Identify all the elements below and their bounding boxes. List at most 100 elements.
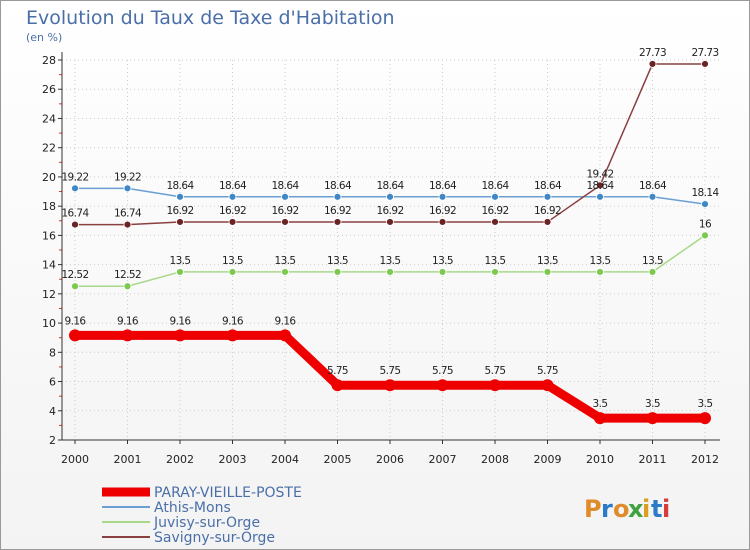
data-label: 16 <box>699 218 712 230</box>
data-point <box>541 379 554 392</box>
data-label: 16.74 <box>61 208 89 220</box>
x-tick-label: 2003 <box>219 453 247 466</box>
data-point <box>228 268 237 276</box>
legend-label: Juvisy-sur-Orge <box>153 515 260 531</box>
data-point <box>543 268 552 276</box>
data-point <box>333 268 342 276</box>
logo-letter: x <box>628 495 644 523</box>
data-point <box>386 268 394 276</box>
y-tick-label: 8 <box>49 346 56 359</box>
data-point <box>228 218 237 226</box>
data-point <box>543 192 552 201</box>
data-point <box>71 282 79 291</box>
data-point <box>701 60 709 68</box>
logo-letter: r <box>601 495 613 523</box>
data-label: 12.52 <box>114 269 141 281</box>
data-label: 9.16 <box>65 315 87 327</box>
data-point <box>333 218 342 226</box>
data-label: 13.5 <box>275 255 296 267</box>
data-point <box>594 412 606 425</box>
data-point <box>646 412 659 425</box>
data-point <box>596 268 604 276</box>
data-label: 13.5 <box>642 255 663 267</box>
data-label: 18.64 <box>586 180 614 192</box>
y-tick-label: 24 <box>42 112 56 125</box>
x-tick-label: 2008 <box>481 453 509 466</box>
data-point <box>69 329 81 342</box>
data-label: 13.5 <box>170 255 191 267</box>
data-point <box>71 220 79 229</box>
logo-letter: P <box>584 495 602 523</box>
data-label: 18.64 <box>166 180 194 192</box>
data-label: 27.73 <box>639 47 666 59</box>
data-point <box>438 268 447 276</box>
data-point <box>123 184 132 193</box>
data-point <box>701 200 709 209</box>
data-label: 5.75 <box>432 365 453 377</box>
data-point <box>176 192 184 201</box>
data-point <box>281 192 289 201</box>
y-tick-label: 14 <box>42 259 56 272</box>
data-point <box>438 192 447 201</box>
data-label: 13.5 <box>432 255 453 267</box>
data-label: 16.92 <box>376 205 403 217</box>
data-label: 18.64 <box>534 180 562 192</box>
data-point <box>123 282 132 291</box>
data-point <box>489 379 501 392</box>
data-label: 16.92 <box>271 205 298 217</box>
data-point <box>543 218 552 226</box>
data-point <box>491 218 499 226</box>
data-label: 16.92 <box>219 205 246 217</box>
data-label: 13.5 <box>590 255 611 267</box>
x-tick-label: 2001 <box>114 453 142 466</box>
y-tick-label: 18 <box>42 200 56 213</box>
data-point <box>226 329 239 342</box>
data-labels: 19.22 19.22 18.64 18.64 18.64 18.64 18.64 18.64… <box>61 47 720 410</box>
data-point <box>174 329 186 342</box>
y-tick-label: 28 <box>42 54 56 67</box>
x-tick-label: 2009 <box>534 453 562 466</box>
data-label: 9.16 <box>275 315 297 327</box>
data-label: 16.92 <box>324 205 351 217</box>
data-label: 16.92 <box>481 205 508 217</box>
data-point <box>699 412 711 425</box>
data-point <box>648 192 657 201</box>
y-tick-label: 20 <box>42 171 56 184</box>
data-label: 16.92 <box>166 205 193 217</box>
x-tick-label: 2005 <box>324 453 352 466</box>
data-point <box>71 184 79 193</box>
data-label: 13.5 <box>222 255 243 267</box>
data-label: 13.5 <box>327 255 348 267</box>
y-tick-label: 6 <box>49 376 56 389</box>
data-point <box>436 379 449 392</box>
logo-letter: i <box>642 495 650 523</box>
data-point <box>596 181 604 190</box>
logo-letter: t <box>651 495 662 523</box>
data-label: 5.75 <box>485 365 506 377</box>
y-tick-label: 26 <box>42 83 56 96</box>
data-point <box>123 220 132 229</box>
data-label: 18.64 <box>429 180 457 192</box>
data-point <box>386 218 394 226</box>
data-point <box>281 218 289 226</box>
data-label: 9.16 <box>170 315 192 327</box>
y-tick-label: 2 <box>49 434 56 447</box>
data-point <box>333 192 342 201</box>
x-tick-label: 2002 <box>166 453 194 466</box>
data-label: 16.74 <box>114 208 142 220</box>
x-tick-label: 2004 <box>271 453 299 466</box>
data-label: 18.14 <box>691 187 719 199</box>
y-tick-label: 4 <box>49 405 56 418</box>
data-label: 16.92 <box>534 205 561 217</box>
logo-letter: i <box>662 495 670 523</box>
data-label: 13.5 <box>380 255 401 267</box>
data-point <box>648 268 657 276</box>
data-label: 5.75 <box>537 365 558 377</box>
series-lines <box>69 60 711 425</box>
data-label: 9.16 <box>222 315 244 327</box>
data-label: 18.64 <box>481 180 509 192</box>
x-tick-label: 2006 <box>376 453 404 466</box>
